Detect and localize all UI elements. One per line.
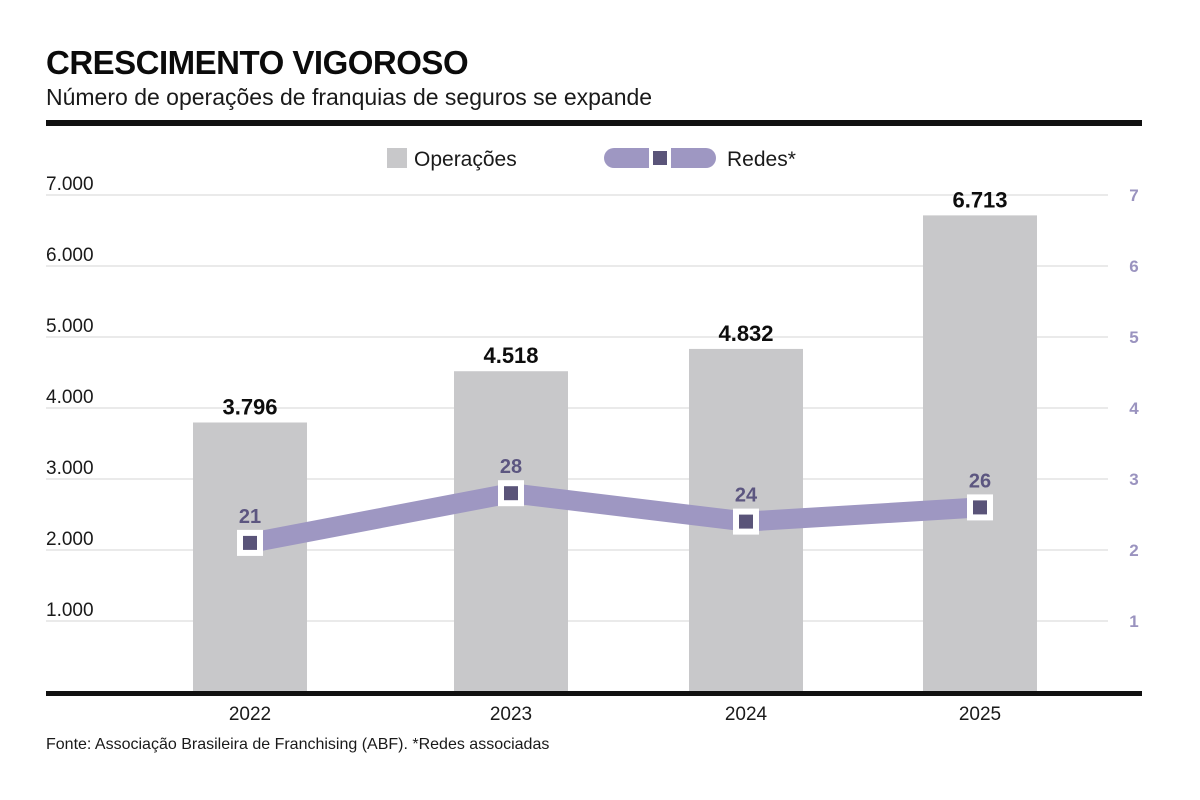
source-note: Fonte: Associação Brasileira de Franchis… [46, 736, 550, 753]
legend-label-operacoes: Operações [414, 148, 517, 171]
left-tick-label: 3.000 [46, 458, 94, 479]
left-tick-label: 7.000 [46, 174, 94, 195]
right-tick-label: 7 [1129, 186, 1138, 205]
bar-2023 [454, 371, 568, 692]
point-value-label: 26 [969, 470, 991, 492]
point-marker [739, 514, 753, 529]
right-tick-label: 3 [1129, 470, 1138, 489]
left-tick-label: 6.000 [46, 245, 94, 266]
axes: 1.000 2.000 3.000 4.000 5.000 6.000 7.000 1 2 3 4 5… [46, 174, 1142, 725]
bar-value-label: 6.713 [952, 187, 1007, 212]
point-marker [973, 500, 987, 515]
point-marker [243, 535, 257, 550]
point-marker [504, 486, 518, 501]
x-axis-line [46, 691, 1142, 696]
right-tick-label: 1 [1129, 612, 1138, 631]
bar-2022 [193, 422, 307, 692]
bar-value-label: 4.832 [718, 321, 773, 346]
data-labels: 3.796 4.518 4.832 6.713 21 28 24 26 [222, 187, 1007, 528]
bar-value-label: 3.796 [222, 394, 277, 419]
right-tick-label: 5 [1129, 328, 1138, 347]
chart-title: CRESCIMENTO VIGOROSO [46, 44, 469, 81]
redes-line [237, 480, 993, 556]
point-value-label: 24 [735, 485, 758, 507]
x-tick-label: 2024 [725, 704, 768, 725]
redes-series-line [248, 483, 981, 553]
x-tick-label: 2022 [229, 704, 271, 725]
left-tick-label: 4.000 [46, 387, 94, 408]
right-tick-label: 6 [1129, 257, 1138, 276]
top-rule [46, 120, 1142, 126]
right-tick-label: 2 [1129, 541, 1138, 560]
bar-2025 [923, 215, 1037, 692]
legend-swatch-redes-marker [653, 151, 667, 165]
point-value-label: 28 [500, 456, 522, 478]
bar-value-label: 4.518 [483, 343, 538, 368]
right-tick-label: 4 [1129, 399, 1139, 418]
legend: Operações Redes* [387, 148, 796, 171]
x-tick-label: 2025 [959, 704, 1001, 725]
x-tick-label: 2023 [490, 704, 532, 725]
chart-subtitle: Número de operações de franquias de segu… [46, 84, 653, 110]
point-value-label: 21 [239, 506, 261, 528]
left-tick-label: 1.000 [46, 600, 94, 621]
left-tick-label: 5.000 [46, 316, 94, 337]
legend-swatch-operacoes [387, 148, 407, 168]
left-tick-label: 2.000 [46, 529, 94, 550]
legend-label-redes: Redes* [727, 148, 796, 171]
